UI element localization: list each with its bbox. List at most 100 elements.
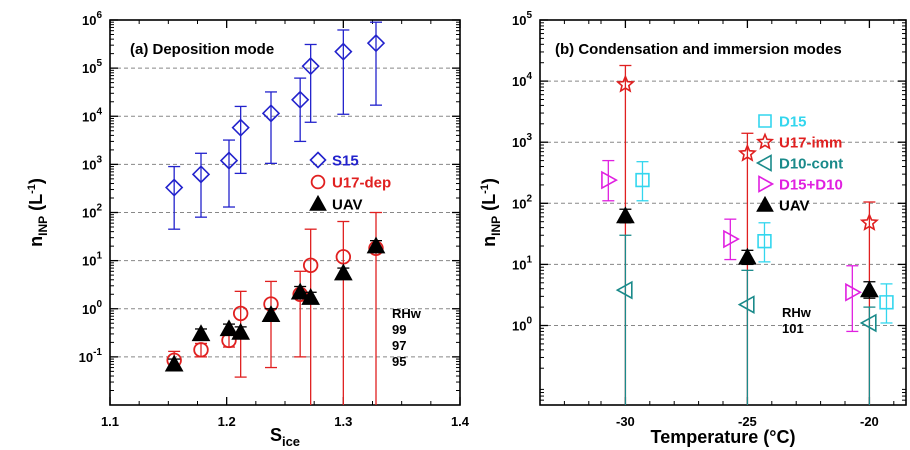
legend-marker-d15: [758, 114, 772, 128]
point-u17-dep: [193, 342, 209, 358]
x-label-main: Temperature (°C): [651, 427, 796, 447]
rh-header: RHw: [782, 305, 812, 320]
y-tick-exponent: 3: [526, 132, 532, 143]
legend-marker-u17-imm: [755, 132, 775, 150]
legend-marker-uav: [756, 195, 774, 212]
legend-marker-u17-dep: [310, 174, 326, 190]
rh-value: 95: [392, 354, 406, 369]
data-layer: [164, 21, 386, 405]
x-axis-label: Sice: [270, 425, 300, 449]
point-uav: [333, 263, 353, 281]
y-tick-label: 103: [512, 132, 532, 150]
y-tick-label: 102: [512, 193, 532, 211]
axes-frame: [109, 19, 461, 406]
point-uav: [290, 282, 310, 300]
series-d15: [635, 161, 894, 324]
y-tick-exponent: 2: [526, 193, 532, 204]
y-tick-base: 10: [79, 350, 93, 365]
y-tick-exponent: 5: [526, 10, 532, 21]
point-uav: [219, 319, 239, 337]
y-tick-exponent: 0: [96, 299, 102, 310]
legend-label-uav: UAV: [779, 198, 810, 215]
y-tick-base: 10: [82, 61, 96, 76]
y-tick-exponent: 1: [96, 251, 102, 262]
y-label-unit-close: ): [26, 178, 46, 184]
rh-value: 99: [392, 322, 406, 337]
point-d15: [635, 172, 650, 188]
point-uav: [366, 236, 386, 254]
y-tick-label: 101: [82, 251, 102, 269]
y-tick-exponent: 4: [526, 71, 532, 82]
legend-label-u17-imm: U17-imm: [779, 135, 842, 152]
series-d10-cont: [615, 234, 877, 405]
point-uav: [738, 247, 757, 265]
point-s15: [334, 42, 353, 61]
y-tick-base: 10: [512, 257, 526, 272]
point-d15: [879, 295, 894, 310]
y-tick-base: 10: [82, 13, 96, 28]
point-uav: [191, 324, 211, 342]
point-s15: [165, 178, 184, 197]
point-uav: [301, 288, 321, 305]
y-tick-exponent: 0: [526, 316, 532, 327]
point-u17-imm: [737, 143, 757, 162]
point-d15-d10: [723, 229, 740, 249]
y-tick-label: 105: [82, 58, 102, 76]
x-tick-label: 1.1: [101, 414, 119, 429]
y-tick-exponent: 5: [96, 58, 102, 69]
point-s15: [291, 90, 310, 109]
y-tick-label: 102: [82, 203, 102, 221]
y-label-subscript: INP: [36, 216, 50, 236]
point-d10-cont: [737, 295, 755, 314]
y-label-unit-close: ): [479, 178, 499, 184]
legend-label-uav: UAV: [332, 197, 363, 214]
point-d10-cont: [615, 280, 633, 300]
y-tick-base: 10: [512, 135, 526, 150]
axes-frame: [539, 19, 907, 406]
x-tick-label: -20: [860, 414, 879, 429]
y-label-unit: (L: [26, 194, 46, 216]
y-tick-label: 100: [82, 299, 102, 317]
point-d10-cont: [859, 313, 877, 333]
series-d15-d10: [601, 159, 862, 333]
y-label-main: n: [479, 236, 499, 247]
y-tick-exponent: 1: [526, 254, 532, 265]
y-tick-base: 10: [82, 302, 96, 317]
y-label-subscript: INP: [489, 216, 503, 236]
x-tick-label: 1.4: [451, 414, 470, 429]
x-tick-label: 1.3: [334, 414, 352, 429]
y-tick-base: 10: [82, 254, 96, 269]
point-u17-dep: [302, 257, 319, 273]
y-label-unit-superscript: -1: [26, 184, 38, 194]
point-uav: [616, 206, 635, 224]
y-label-unit: (L: [479, 194, 499, 216]
point-uav: [231, 322, 251, 340]
y-tick-base: 10: [512, 13, 526, 28]
y-label-unit-superscript: -1: [479, 184, 491, 194]
rh-value: 101: [782, 321, 804, 336]
legend-label-u17-dep: U17-dep: [332, 175, 391, 192]
y-tick-label: 104: [512, 71, 532, 89]
point-s15: [231, 118, 250, 137]
point-s15: [366, 34, 386, 53]
y-tick-base: 10: [82, 109, 96, 124]
point-uav: [261, 305, 281, 322]
point-u17-imm: [615, 74, 635, 93]
point-s15: [191, 165, 211, 184]
y-tick-base: 10: [512, 196, 526, 211]
point-uav: [860, 280, 879, 298]
point-d15-d10: [845, 282, 862, 302]
x-label-main: S: [270, 425, 282, 445]
y-tick-base: 10: [82, 206, 96, 221]
y-tick-base: 10: [512, 319, 526, 334]
x-tick-label: -25: [738, 414, 757, 429]
series-uav: [164, 236, 386, 372]
point-d15-d10: [601, 170, 618, 190]
panel-title: (b) Condensation and immersion modes: [555, 41, 842, 58]
legend-marker-d10-cont: [755, 154, 772, 172]
legend-label-d15: D15: [779, 114, 807, 131]
y-tick-label: 105: [512, 10, 532, 28]
legend-marker-uav: [309, 194, 327, 211]
